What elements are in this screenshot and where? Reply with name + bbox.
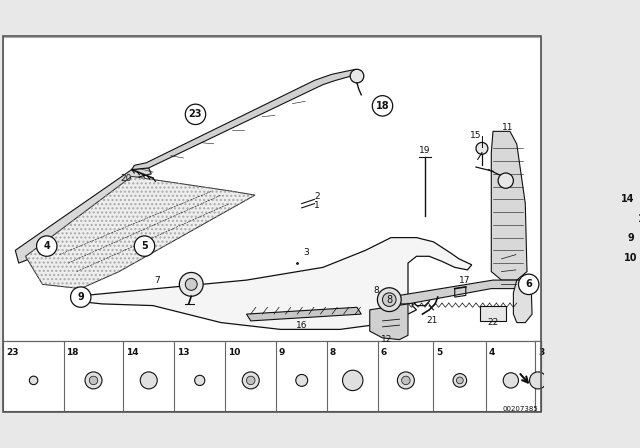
Text: 7: 7 (154, 276, 160, 284)
Circle shape (36, 236, 57, 256)
Text: 8: 8 (386, 295, 392, 305)
Bar (536, 341, 541, 411)
Polygon shape (246, 307, 361, 321)
Circle shape (134, 236, 155, 256)
Circle shape (617, 189, 637, 210)
Text: 18: 18 (376, 101, 389, 111)
Text: 14: 14 (126, 348, 138, 357)
Text: 8: 8 (330, 348, 336, 357)
Circle shape (350, 69, 364, 83)
Text: 23: 23 (6, 348, 19, 357)
Circle shape (383, 293, 396, 306)
Text: 2: 2 (314, 192, 320, 201)
Text: 19: 19 (419, 146, 431, 155)
Polygon shape (26, 177, 255, 289)
Circle shape (296, 375, 308, 386)
Text: 9: 9 (627, 233, 634, 243)
Circle shape (89, 376, 98, 385)
Text: 16: 16 (296, 321, 307, 330)
Bar (3, 37, 541, 341)
Text: 9: 9 (77, 292, 84, 302)
Polygon shape (132, 69, 357, 170)
Circle shape (195, 375, 205, 385)
Polygon shape (492, 131, 527, 280)
Polygon shape (77, 237, 472, 329)
Circle shape (70, 287, 91, 307)
Text: 5: 5 (436, 348, 442, 357)
Circle shape (518, 274, 539, 294)
Circle shape (529, 372, 547, 389)
Text: 15: 15 (470, 131, 482, 140)
Text: 11: 11 (502, 123, 513, 132)
Text: 21: 21 (426, 316, 438, 325)
Text: 3: 3 (303, 248, 309, 258)
Circle shape (179, 272, 203, 296)
Text: 9: 9 (279, 348, 285, 357)
Text: 10: 10 (624, 253, 637, 263)
Circle shape (456, 377, 463, 384)
Circle shape (243, 372, 259, 389)
Text: 1: 1 (314, 201, 320, 210)
Circle shape (453, 374, 467, 387)
Text: 23: 23 (189, 109, 202, 119)
Text: 00207385: 00207385 (502, 406, 538, 412)
Text: 4: 4 (489, 348, 495, 357)
Polygon shape (15, 168, 151, 263)
Circle shape (186, 104, 205, 125)
Circle shape (378, 288, 401, 311)
Text: 18: 18 (67, 348, 79, 357)
Text: 5: 5 (141, 241, 148, 251)
Circle shape (634, 209, 640, 229)
Text: 8: 8 (374, 286, 380, 295)
Circle shape (140, 372, 157, 389)
Text: 22: 22 (488, 318, 499, 327)
Circle shape (29, 376, 38, 385)
Text: 13: 13 (637, 214, 640, 224)
Bar (480, 306, 506, 321)
Text: 20: 20 (120, 174, 131, 183)
Text: 10: 10 (228, 348, 240, 357)
Bar (3, 341, 541, 411)
Circle shape (372, 96, 393, 116)
Circle shape (621, 248, 640, 268)
Polygon shape (370, 304, 408, 340)
Circle shape (342, 370, 363, 391)
Text: 13: 13 (177, 348, 189, 357)
Circle shape (476, 142, 488, 154)
Circle shape (186, 278, 197, 290)
Text: 6: 6 (525, 280, 532, 289)
Text: 17: 17 (459, 276, 470, 284)
Text: 3: 3 (538, 348, 544, 357)
Circle shape (246, 376, 255, 385)
Circle shape (621, 228, 640, 248)
Circle shape (503, 373, 518, 388)
Circle shape (498, 173, 513, 188)
Text: 12: 12 (381, 335, 392, 344)
Circle shape (85, 372, 102, 389)
Text: 14: 14 (621, 194, 634, 204)
Polygon shape (399, 280, 523, 304)
Polygon shape (513, 280, 532, 323)
Text: 6: 6 (381, 348, 387, 357)
Circle shape (397, 372, 414, 389)
Text: 4: 4 (44, 241, 50, 251)
Circle shape (402, 376, 410, 385)
